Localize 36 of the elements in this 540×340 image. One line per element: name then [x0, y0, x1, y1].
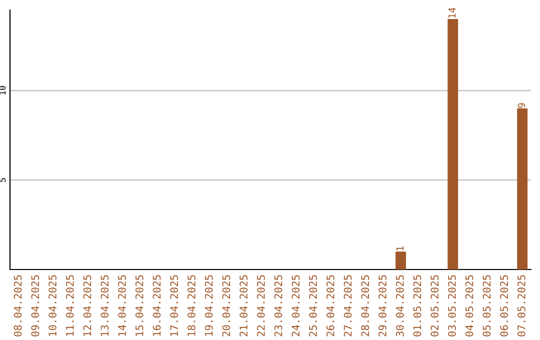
x-tick-label: 27.04.2025: [344, 275, 352, 336]
x-tick-label: 09.04.2025: [31, 275, 40, 336]
x-tick-label: 25.04.2025: [309, 275, 317, 336]
bar: [396, 252, 406, 270]
data-label: 1: [396, 246, 404, 250]
x-tick-label: 28.04.2025: [361, 275, 370, 336]
x-tick-label: 26.04.2025: [326, 275, 334, 336]
x-tick-label: 17.04.2025: [170, 275, 178, 336]
x-tick-label: 03.05.2025: [448, 275, 456, 336]
x-tick-label: 21.04.2025: [240, 275, 248, 336]
data-label: 14: [448, 8, 456, 18]
x-tick-label: 24.04.2025: [292, 275, 300, 336]
data-label: 9: [518, 103, 526, 108]
x-tick-label: 05.05.2025: [482, 275, 491, 336]
x-tick-label: 19.04.2025: [204, 275, 213, 336]
x-tick-label: 01.05.2025: [413, 275, 422, 336]
x-tick-label: 22.04.2025: [256, 275, 265, 336]
x-tick-label: 12.04.2025: [83, 275, 92, 336]
bar: [448, 18, 458, 270]
x-tick-label: 18.04.2025: [188, 275, 196, 336]
x-tick-label: 20.04.2025: [222, 275, 230, 336]
x-tick-label: 23.04.2025: [274, 275, 282, 336]
x-tick-label: 15.04.2025: [135, 275, 144, 336]
x-tick-label: 30.04.2025: [396, 275, 404, 336]
x-tick-label: 16.04.2025: [152, 275, 161, 336]
x-tick-label: 08.04.2025: [14, 275, 22, 336]
x-tick-label: 11.04.2025: [66, 275, 74, 336]
bar: [517, 108, 528, 270]
x-tick-label: 04.05.2025: [465, 275, 474, 336]
x-tick-label: 14.04.2025: [118, 275, 126, 336]
x-tick-label: 06.05.2025: [500, 275, 508, 336]
x-tick-label: 29.04.2025: [378, 275, 386, 336]
x-tick-label: 13.04.2025: [100, 275, 109, 336]
x-tick-label: 10.04.2025: [48, 275, 56, 336]
x-tick-label: 07.05.2025: [517, 275, 526, 336]
x-tick-label: 02.05.2025: [430, 275, 439, 336]
